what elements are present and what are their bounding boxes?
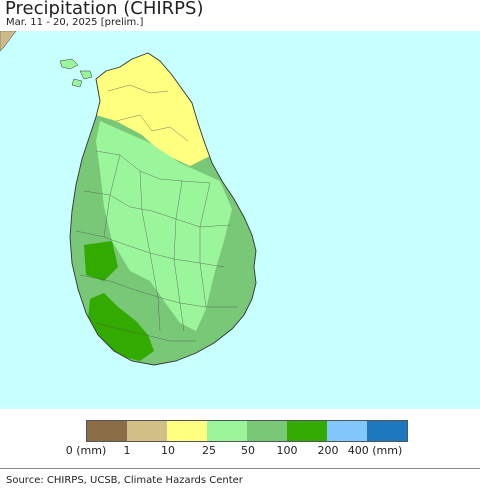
legend-label-3: 25 xyxy=(202,444,216,457)
page-title: Precipitation (CHIRPS) xyxy=(5,0,204,19)
precipitation-map xyxy=(0,31,480,409)
date-range-subtitle: Mar. 11 - 20, 2025 [prelim.] xyxy=(6,17,144,28)
legend-label-6: 200 xyxy=(317,444,339,457)
legend-swatch-4 xyxy=(247,421,287,441)
source-credit: Source: CHIRPS, UCSB, Climate Hazards Ce… xyxy=(6,475,243,486)
india-coast xyxy=(0,31,17,52)
coastal-islets xyxy=(59,58,93,88)
legend-label-0: 0 (mm) xyxy=(65,444,107,457)
district-borders xyxy=(75,84,238,342)
legend-label-5: 100 xyxy=(276,444,298,457)
legend-labels: 0 (mm) 1 10 25 50 100 200 400 (mm) xyxy=(0,444,480,458)
central-light-zone xyxy=(96,121,232,331)
legend-swatch-6 xyxy=(327,421,367,441)
legend-swatch-7 xyxy=(367,421,407,441)
southwest-wet-pocket xyxy=(84,241,118,281)
legend-swatch-5 xyxy=(287,421,327,441)
southwest-wet-zone xyxy=(88,293,154,361)
legend-label-1: 1 xyxy=(123,444,131,457)
legend-swatch-2 xyxy=(167,421,207,441)
legend-label-2: 10 xyxy=(161,444,175,457)
legend-label-4: 50 xyxy=(241,444,255,457)
legend-swatch-1 xyxy=(127,421,167,441)
legend-swatch-0 xyxy=(87,421,127,441)
legend-swatch-3 xyxy=(207,421,247,441)
legend-color-bar xyxy=(86,420,408,442)
legend-label-7: 400 (mm) xyxy=(347,444,403,457)
footer-divider xyxy=(0,468,480,469)
island-outline xyxy=(69,52,257,366)
